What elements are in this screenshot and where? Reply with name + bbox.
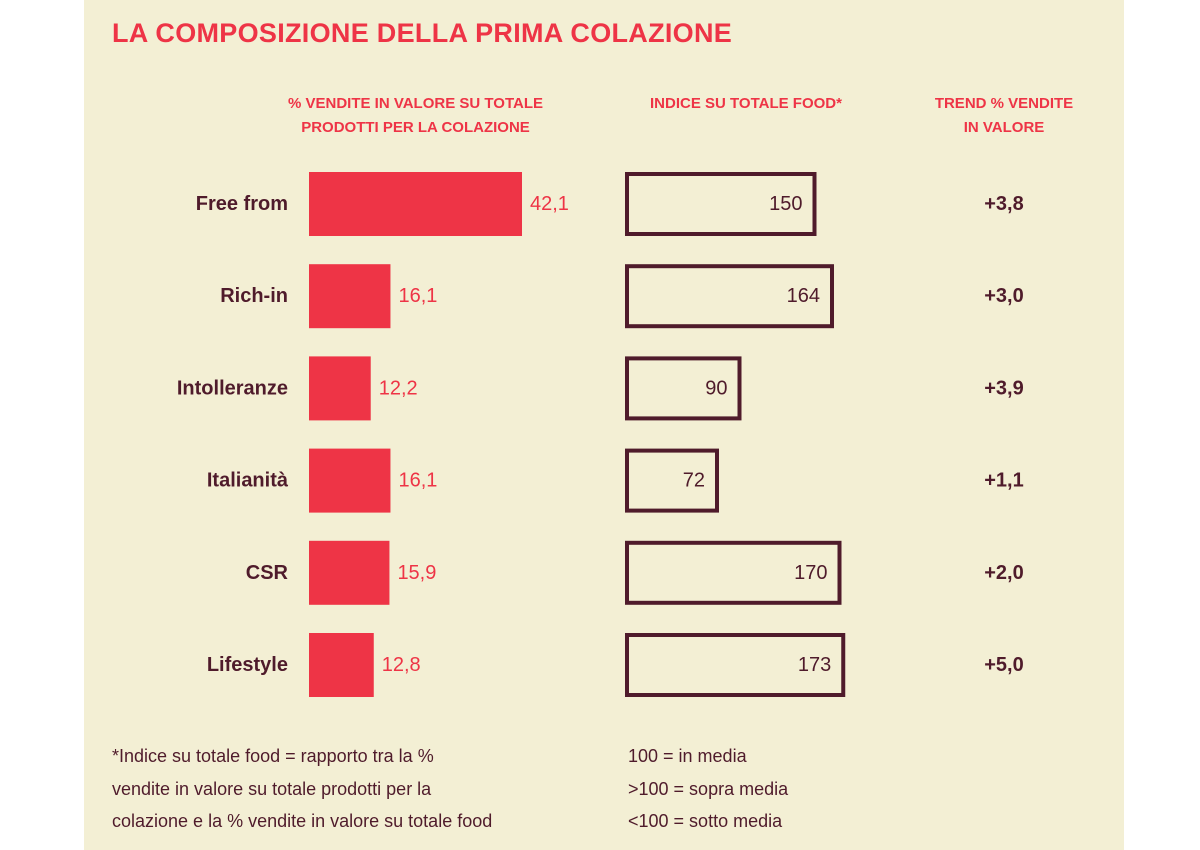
share-bar-italianit — [309, 448, 391, 513]
header-trend: TREND % VENDITE IN VALORE — [906, 92, 1102, 140]
index-box-free-from — [625, 172, 817, 236]
share-bar-intolleranze — [309, 356, 371, 421]
legend-line-2: >100 = sopra media — [628, 778, 789, 799]
header-share-line-1: % VENDITE IN VALORE SU TOTALE — [287, 95, 544, 112]
header-trend-line-1: TREND % VENDITE — [934, 95, 1074, 112]
header-trend-line-2: IN VALORE — [963, 119, 1045, 136]
index-box-italianit — [625, 448, 719, 513]
legend-line-1: 100 = in media — [628, 746, 747, 766]
category-label-rich-in: Rich-in — [220, 285, 288, 307]
category-label-csr: CSR — [246, 562, 289, 584]
trend-value-intolleranze: +3,9 — [984, 377, 1023, 399]
trend-value-lifestyle: +5,0 — [984, 654, 1023, 676]
index-box-intolleranze — [625, 356, 742, 421]
trend-value-italianit: +1,1 — [984, 470, 1023, 492]
legend-line-3: <100 = sotto media — [628, 811, 783, 831]
share-value-intolleranze: 12,2 — [379, 377, 418, 399]
category-label-lifestyle: Lifestyle — [207, 654, 288, 676]
share-bar-lifestyle — [309, 633, 374, 697]
trend-value-rich-in: +3,0 — [984, 285, 1023, 307]
footnote-line-2: vendite in valore su totale prodotti per… — [112, 778, 432, 799]
index-value-rich-in: 164 — [787, 285, 820, 307]
header-share-line-2: PRODOTTI PER LA COLAZIONE — [301, 119, 530, 136]
category-label-free-from: Free from — [196, 193, 288, 215]
index-value-intolleranze: 90 — [705, 377, 727, 399]
share-value-rich-in: 16,1 — [398, 285, 437, 307]
trend-value-free-from: +3,8 — [984, 193, 1023, 215]
header-index-line-1: INDICE SU TOTALE FOOD* — [650, 95, 842, 112]
trend-value-csr: +2,0 — [984, 562, 1023, 584]
category-label-italianit: Italianità — [207, 470, 289, 492]
footnote-line-1: *Indice su totale food = rapporto tra la… — [112, 746, 434, 766]
index-value-italianit: 72 — [683, 470, 705, 492]
index-value-lifestyle: 173 — [798, 654, 831, 676]
share-value-italianit: 16,1 — [398, 470, 437, 492]
share-value-free-from: 42,1 — [530, 193, 569, 215]
index-box-lifestyle — [625, 633, 846, 697]
share-bar-free-from — [309, 172, 522, 236]
index-box-rich-in — [625, 264, 834, 329]
index-legend: 100 = in media >100 = sopra media <100 =… — [628, 740, 788, 838]
share-value-csr: 15,9 — [397, 562, 436, 584]
share-value-lifestyle: 12,8 — [382, 654, 421, 676]
footnote-line-3: colazione e la % vendite in valore su to… — [112, 811, 493, 831]
header-index: INDICE SU TOTALE FOOD* — [618, 92, 874, 116]
chart-panel — [84, 0, 1124, 850]
category-label-intolleranze: Intolleranze — [177, 377, 288, 399]
footnote: *Indice su totale food = rapporto tra la… — [112, 740, 612, 838]
index-value-csr: 170 — [794, 562, 827, 584]
index-box-csr — [625, 540, 842, 605]
share-bar-csr — [309, 540, 390, 605]
share-bar-rich-in — [309, 264, 391, 329]
chart-title: LA COMPOSIZIONE DELLA PRIMA COLAZIONE — [112, 18, 733, 48]
index-value-free-from: 150 — [769, 193, 802, 215]
header-share: % VENDITE IN VALORE SU TOTALE PRODOTTI P… — [248, 92, 583, 140]
